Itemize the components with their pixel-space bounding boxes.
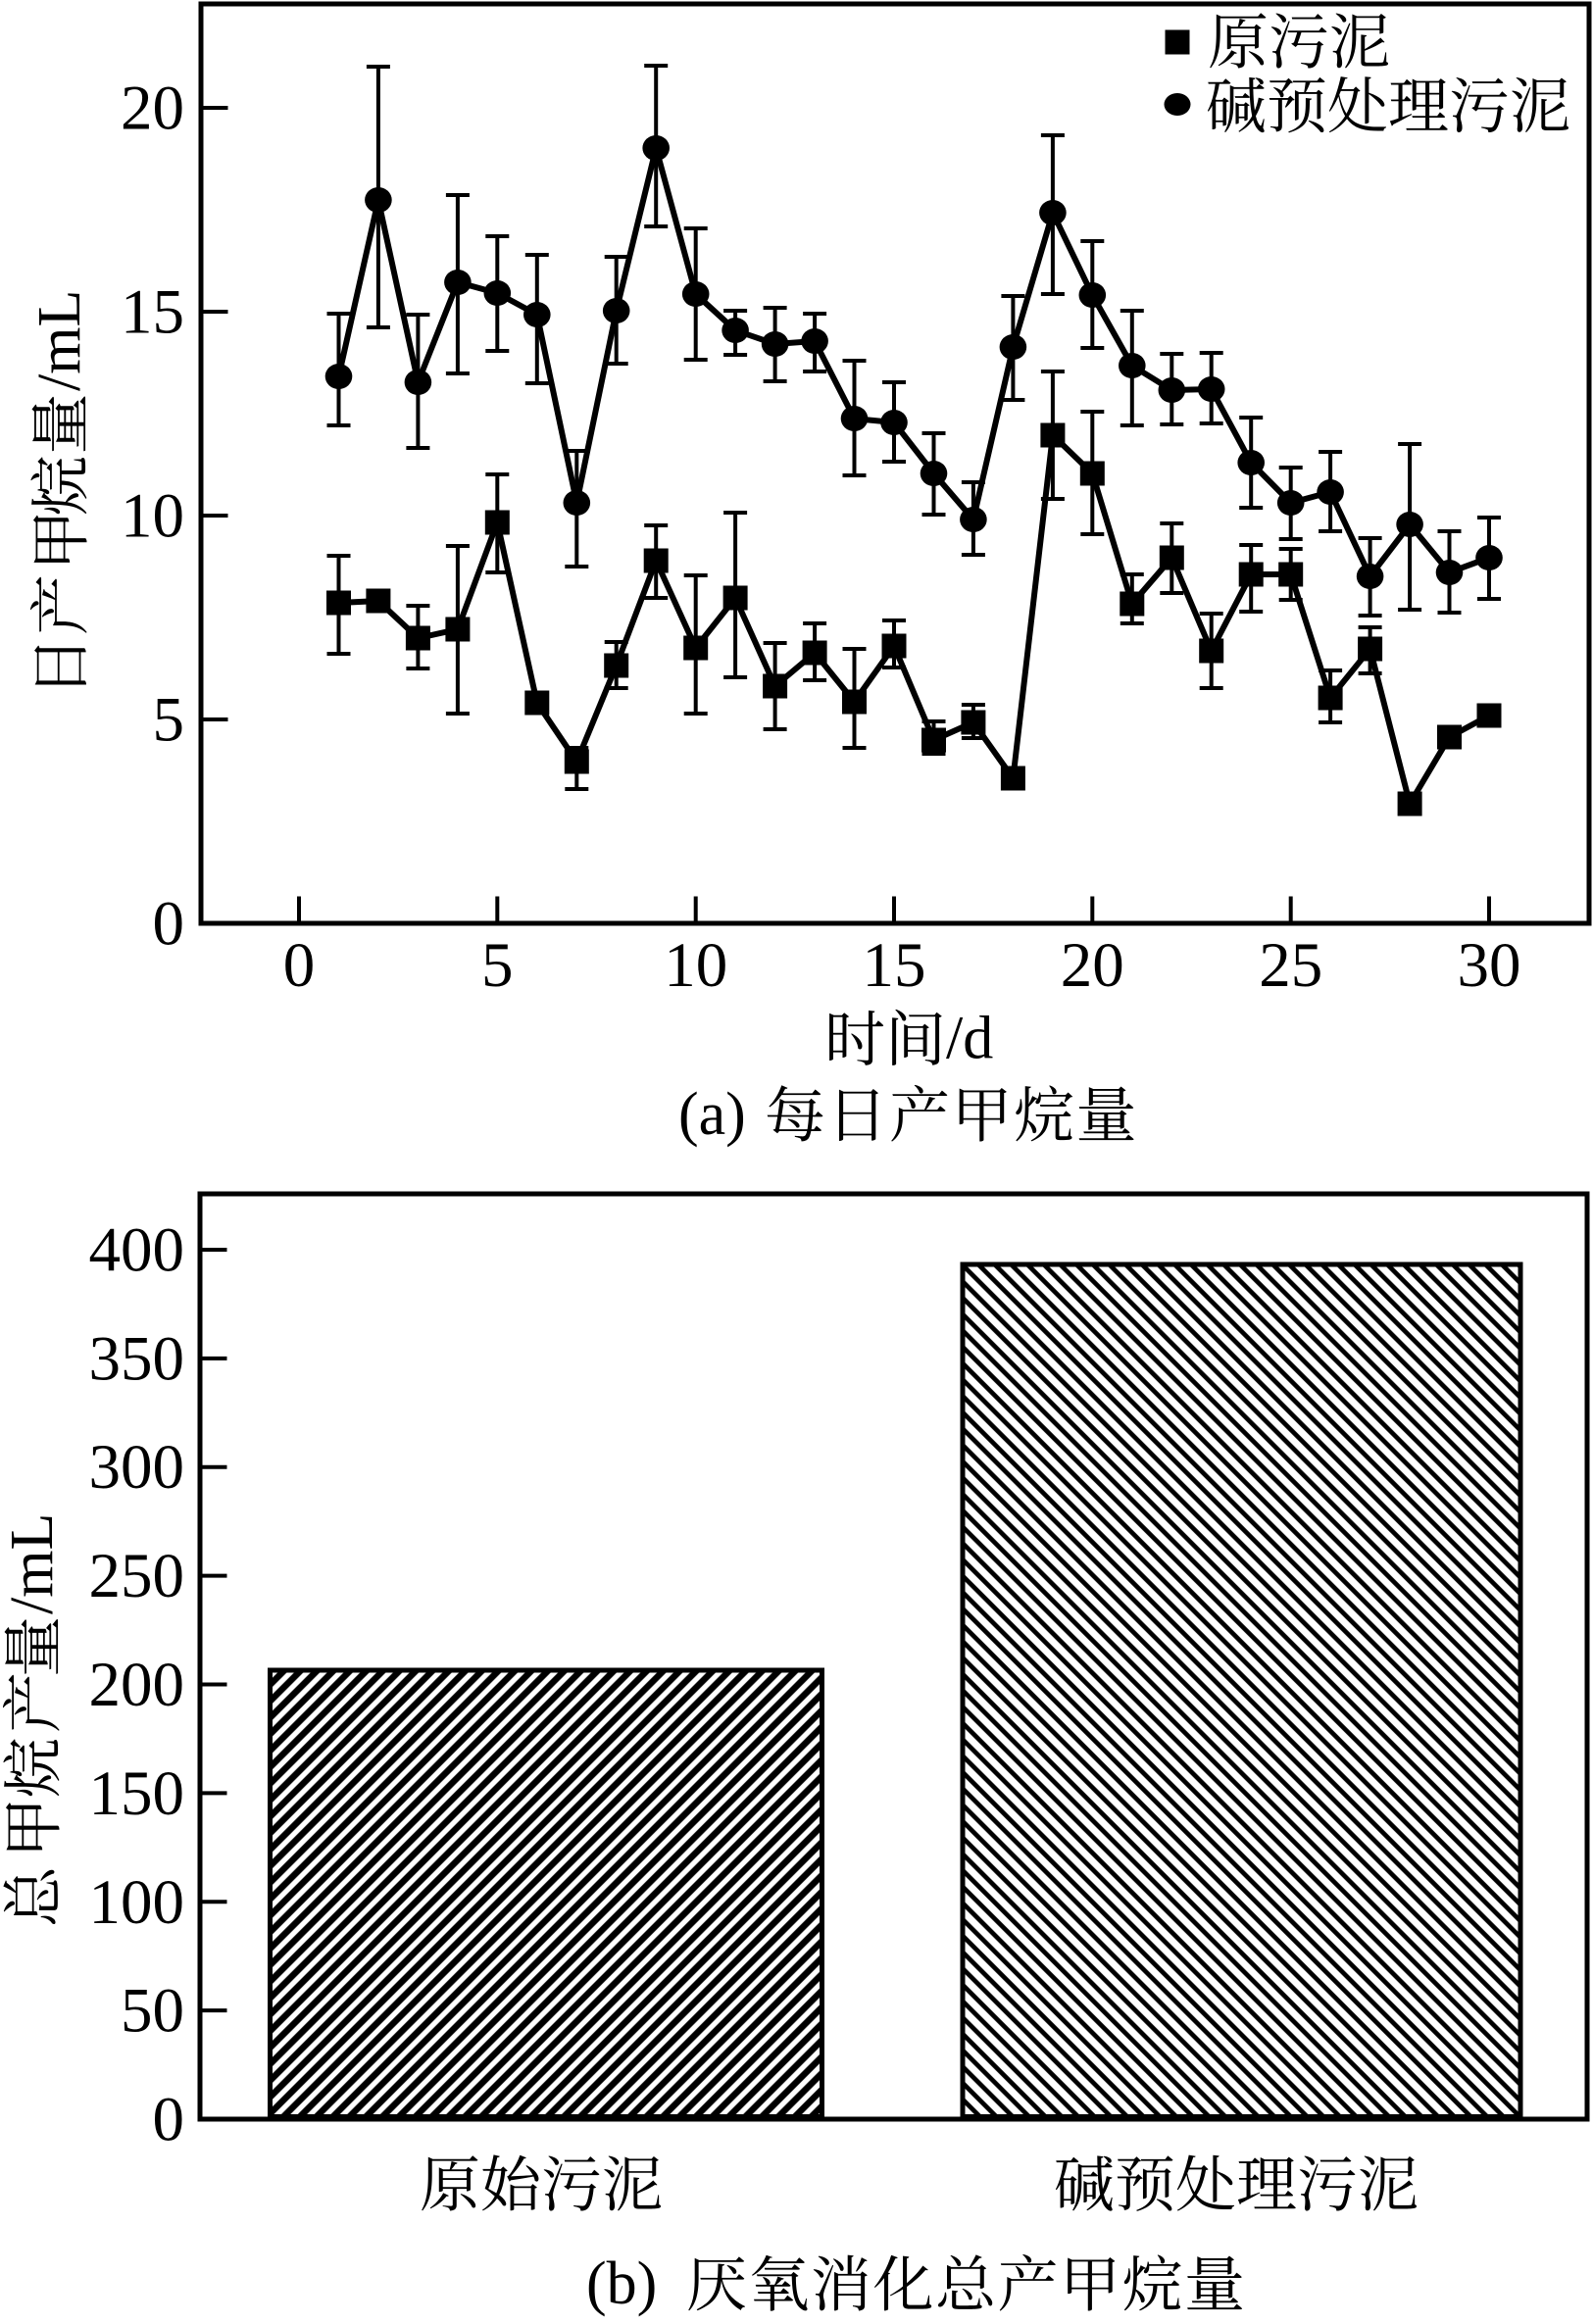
svg-text:5: 5 <box>481 930 514 1001</box>
svg-text:100: 100 <box>89 1867 185 1938</box>
svg-text:(a): (a) <box>678 1081 746 1148</box>
svg-text:10: 10 <box>121 481 184 552</box>
svg-text:350: 350 <box>89 1323 185 1394</box>
svg-text:300: 300 <box>89 1432 185 1503</box>
svg-text:0: 0 <box>153 889 185 960</box>
svg-text:15: 15 <box>863 930 926 1001</box>
svg-text:0: 0 <box>153 2085 185 2155</box>
svg-text:25: 25 <box>1259 930 1322 1001</box>
svg-text:15: 15 <box>121 277 184 348</box>
svg-text:20: 20 <box>1061 930 1124 1001</box>
svg-text:10: 10 <box>664 930 727 1001</box>
svg-text:200: 200 <box>89 1650 185 1720</box>
svg-text:150: 150 <box>89 1758 185 1829</box>
svg-text:/mL: /mL <box>26 290 93 391</box>
svg-text:0: 0 <box>283 930 316 1001</box>
svg-text:250: 250 <box>89 1541 185 1611</box>
svg-text:/mL: /mL <box>0 1513 66 1614</box>
svg-text:(b): (b) <box>586 2250 657 2317</box>
svg-text:20: 20 <box>121 74 184 144</box>
svg-text:50: 50 <box>121 1976 184 2047</box>
svg-text:/d: /d <box>946 1006 993 1072</box>
svg-text:400: 400 <box>89 1215 185 1286</box>
svg-text:5: 5 <box>153 685 185 756</box>
svg-text:30: 30 <box>1458 930 1521 1001</box>
